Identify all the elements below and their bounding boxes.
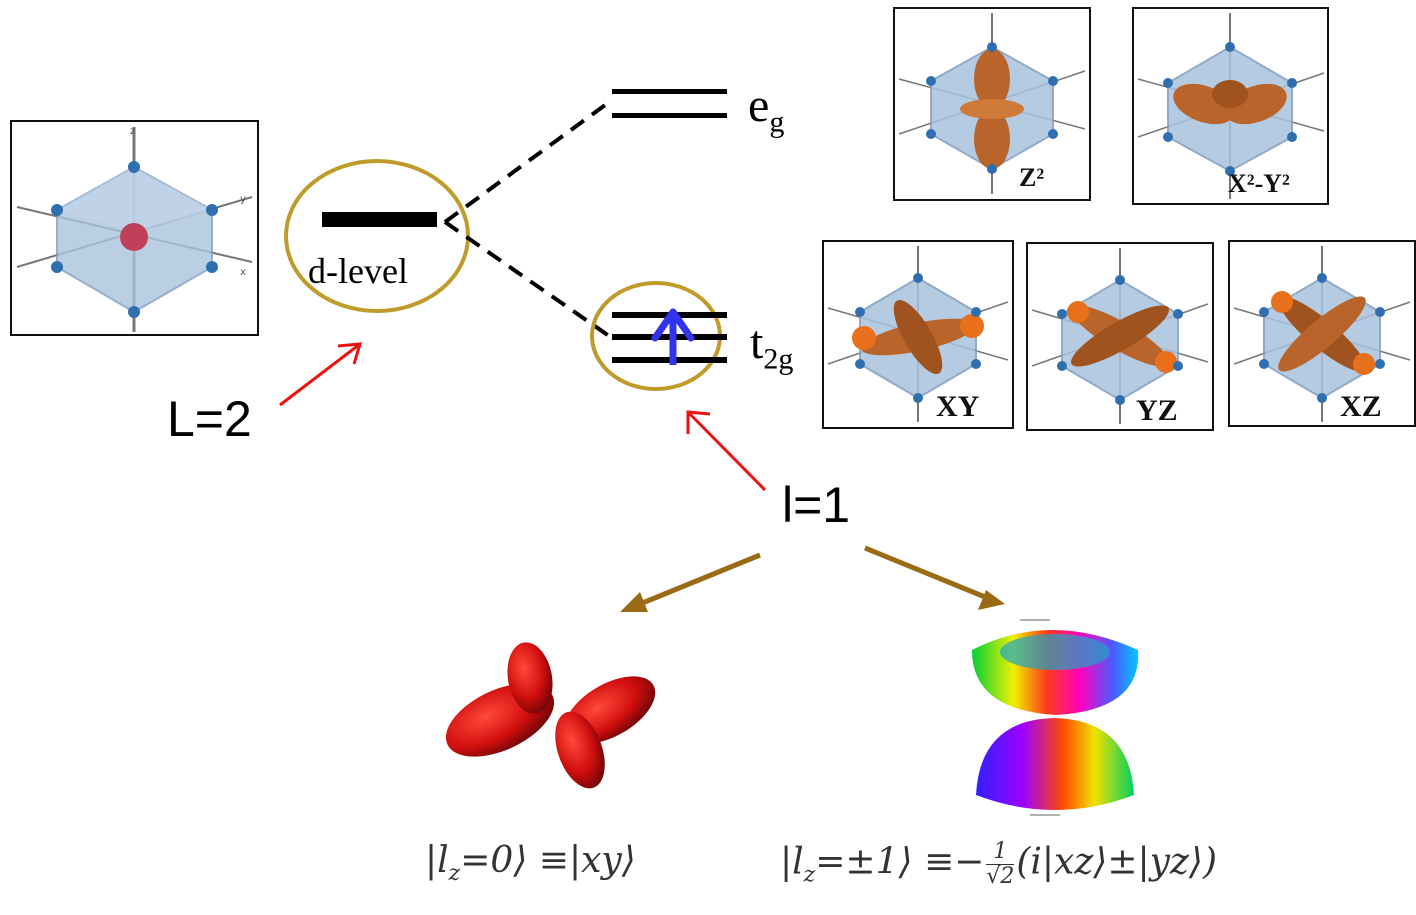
lz1-fraction-den: √2 bbox=[986, 864, 1015, 889]
orbital-panel-xz: XZ bbox=[1228, 240, 1416, 427]
lz1-formula-right: (i|xz⟩±|yz⟩) bbox=[1016, 841, 1218, 883]
lz0-formula-left: |l bbox=[425, 840, 449, 881]
eg-label-main: e bbox=[748, 79, 770, 132]
yz-label: YZ bbox=[1136, 394, 1178, 427]
lz1-formula-left: |l bbox=[780, 841, 804, 883]
orbital-panel-x2y2: X²-Y² bbox=[1132, 7, 1329, 205]
lz1-orbital-icon bbox=[972, 619, 1139, 816]
xz-label: XZ bbox=[1340, 390, 1382, 423]
t2g-label-sub: 2g bbox=[763, 342, 794, 376]
lz0-formula-sub: z bbox=[448, 861, 461, 887]
d-level-bar bbox=[322, 212, 437, 227]
orbital-panel-yz: YZ bbox=[1026, 242, 1214, 431]
brown-arrow-right bbox=[864, 545, 1005, 610]
eg-bar-2 bbox=[612, 113, 727, 118]
lz0-formula: |lz=0⟩ ≡|xy⟩ bbox=[425, 840, 636, 886]
eg-label: eg bbox=[748, 78, 784, 140]
xy-orbital-icon bbox=[827, 246, 1009, 422]
lz1-formula-sub: z bbox=[803, 862, 816, 888]
lz1-formula: |lz=±1⟩ ≡− 1 √2 (i|xz⟩±|yz⟩) bbox=[780, 840, 1217, 889]
t2g-label: t2g bbox=[750, 315, 793, 377]
xy-label: XY bbox=[936, 390, 980, 423]
spin-up-arrow bbox=[651, 308, 695, 365]
eg-label-sub: g bbox=[769, 105, 785, 139]
svg-text:x: x bbox=[240, 267, 246, 278]
eg-bar-1 bbox=[612, 89, 727, 94]
red-arrow-l bbox=[686, 410, 767, 492]
lz1-formula-mid: =±1⟩ ≡− bbox=[815, 841, 985, 883]
x2y2-orbital-icon bbox=[1137, 13, 1325, 199]
d-level-label: d-level bbox=[308, 251, 408, 291]
t2g-connector bbox=[443, 220, 614, 340]
lz1-fraction: 1 √2 bbox=[986, 840, 1015, 889]
z2-label: Z² bbox=[1019, 163, 1045, 192]
z2-orbital-icon bbox=[898, 13, 1086, 194]
L-label: L=2 bbox=[167, 391, 252, 447]
svg-text:z: z bbox=[130, 126, 135, 137]
red-arrow-L bbox=[279, 342, 363, 407]
l-label: l=1 bbox=[782, 477, 851, 533]
orbital-panel-z2: Z² bbox=[893, 7, 1091, 201]
eg-connector bbox=[443, 98, 614, 224]
orbital-panel-xy: XY bbox=[822, 240, 1014, 429]
t2g-label-main: t bbox=[750, 316, 764, 369]
lz0-formula-right: =0⟩ ≡|xy⟩ bbox=[460, 840, 636, 881]
yz-orbital-icon bbox=[1031, 248, 1209, 424]
x2y2-label: X²-Y² bbox=[1228, 169, 1290, 198]
lz0-orbital-icon bbox=[445, 642, 656, 789]
lz1-fraction-num: 1 bbox=[986, 840, 1015, 865]
octahedron-panel: z y x bbox=[10, 120, 259, 336]
xz-orbital-icon bbox=[1233, 246, 1411, 422]
svg-text:y: y bbox=[240, 194, 246, 205]
octahedron-icon: z y x bbox=[16, 126, 253, 332]
brown-arrow-left bbox=[620, 552, 761, 612]
